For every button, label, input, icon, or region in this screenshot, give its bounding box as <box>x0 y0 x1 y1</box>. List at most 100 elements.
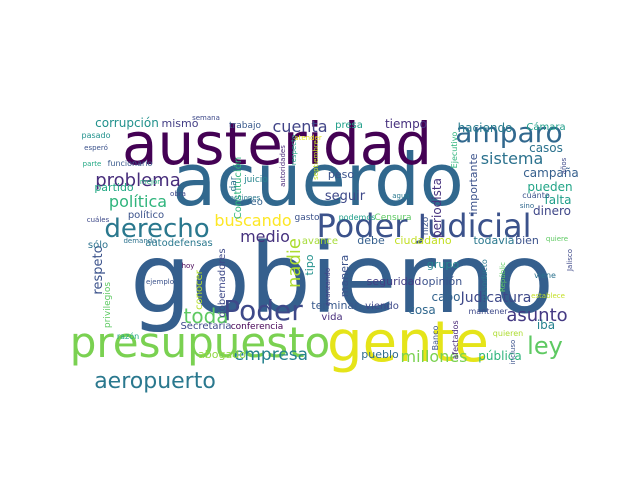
word-49: viendo <box>365 301 399 312</box>
word-32: falta <box>545 193 572 207</box>
word-78: mejor <box>140 178 160 186</box>
word-91: podemos <box>339 213 376 222</box>
word-27: haciendo <box>458 121 513 135</box>
word-64: privilegios <box>103 282 113 328</box>
word-88: septiembre <box>312 140 320 180</box>
word-31: pueden <box>527 180 572 194</box>
word-67: creo <box>241 197 263 208</box>
word-62: autodefensas <box>145 238 213 249</box>
word-102: viene <box>534 271 556 280</box>
word-54: debe <box>357 234 385 247</box>
word-11: aeropuerto <box>94 369 216 394</box>
word-92: Censura <box>374 213 411 223</box>
word-55: avance <box>302 236 338 247</box>
word-42: cabo <box>432 290 461 304</box>
word-2: acuerdo <box>172 138 464 222</box>
word-35: político <box>128 209 164 221</box>
word-34: partido <box>94 181 134 194</box>
word-110: Ejecutivo <box>450 132 459 169</box>
word-51: ciudadano <box>394 234 451 247</box>
word-72: trabajo <box>229 121 261 131</box>
word-43: cosa <box>408 303 436 317</box>
word-14: buscando <box>214 211 291 230</box>
word-65: conocer <box>194 269 205 310</box>
word-23: respeto <box>91 245 106 294</box>
word-52: todavía <box>473 234 514 247</box>
word-30: campaña <box>523 166 579 180</box>
word-105: Jalisco <box>566 249 574 272</box>
word-83: razón <box>117 331 139 341</box>
word-84: obra <box>170 190 186 198</box>
word-17: empresa <box>234 345 308 365</box>
word-19: asunto <box>506 305 567 326</box>
word-33: dinero <box>533 204 571 218</box>
word-74: pasado <box>81 131 110 140</box>
word-28: Cámara <box>526 121 565 133</box>
word-85: acciones <box>230 194 261 202</box>
word-79: cuáles <box>87 216 110 224</box>
word-100: quieren <box>493 329 523 338</box>
word-26: tiempo <box>385 117 427 131</box>
word-82: ejemplo <box>146 278 174 286</box>
word-40: grupo <box>427 258 459 271</box>
word-39: Judicatura <box>460 290 532 306</box>
word-101: incluso <box>509 340 517 365</box>
word-90: gasto <box>295 213 320 223</box>
word-103: establece <box>531 292 565 300</box>
word-53: bien <box>515 234 539 247</box>
word-71: presa <box>335 120 363 131</box>
word-4: austeridad <box>122 110 432 178</box>
word-73: semana <box>192 114 220 122</box>
word-25: mismo <box>162 117 199 130</box>
word-94: agua <box>392 192 409 200</box>
word-56: vida <box>321 312 342 323</box>
word-46: iba <box>537 318 555 332</box>
word-7: amparo <box>455 116 562 149</box>
word-60: Secretaría <box>180 320 231 332</box>
word-66: Constitución <box>232 157 244 219</box>
word-109: años <box>560 157 568 174</box>
word-1: gobierno <box>130 223 554 335</box>
word-93: hizo <box>421 216 431 235</box>
word-107: cuánto <box>522 191 550 200</box>
word-108: sino <box>520 202 534 210</box>
word-47: abogado <box>198 348 246 361</box>
word-38: importante <box>467 153 480 214</box>
word-20: medio <box>240 227 290 246</box>
word-37: periodista <box>430 178 444 238</box>
word-22: nadie <box>284 238 305 288</box>
word-24: corrupción <box>95 116 159 130</box>
word-10: ley <box>527 332 563 360</box>
word-9: Poder <box>223 294 303 327</box>
word-13: política <box>109 192 167 211</box>
word-5: presupuesto <box>70 318 331 367</box>
word-75: esperó <box>84 144 108 152</box>
word-69: juicio <box>243 175 268 185</box>
word-29: casos <box>529 141 563 155</box>
word-6: Poder Judicial <box>317 207 532 245</box>
word-97: gasoducto <box>480 259 489 301</box>
word-8: derecho <box>104 214 209 244</box>
word-61: conferencia <box>231 322 284 332</box>
word-80: demanda <box>123 237 156 245</box>
word-21: sistema <box>481 149 544 168</box>
word-81: hoy <box>182 262 195 270</box>
word-50: seguridad <box>367 275 422 288</box>
word-12: problema <box>95 170 181 191</box>
word-76: parte <box>83 160 102 168</box>
word-89: atender <box>294 134 322 142</box>
word-45: pública <box>478 349 521 363</box>
word-99: afectados <box>451 320 460 359</box>
word-15: cuenta <box>273 117 328 136</box>
word-57: tipo <box>303 254 316 275</box>
word-68: dar <box>229 176 239 191</box>
word-86: autoridades <box>279 145 287 187</box>
word-36: seguir <box>325 189 366 204</box>
word-77: funcionario <box>108 159 153 168</box>
word-95: avanzando <box>324 268 332 306</box>
word-3: gente <box>327 310 489 375</box>
word-41: opinión <box>422 275 463 288</box>
word-106: Repúblic <box>499 262 507 292</box>
word-98: Banco <box>431 326 440 351</box>
